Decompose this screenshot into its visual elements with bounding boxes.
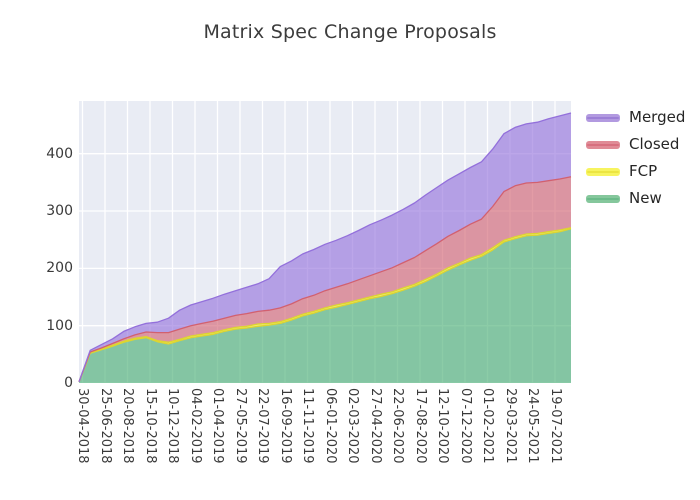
- y-tick-label: 0: [64, 375, 73, 391]
- legend-swatch-new: [586, 194, 620, 203]
- x-tick-label: 24-05-2021: [525, 388, 540, 464]
- x-tick-label: 16-09-2019: [277, 388, 293, 464]
- legend-label-merged: Merged: [629, 108, 686, 126]
- legend-item-new: New: [586, 185, 685, 212]
- x-tick-label: 17-08-2020: [412, 388, 428, 464]
- x-tick-label: 22-07-2019: [255, 388, 270, 464]
- x-tick-label: 06-01-2020: [322, 388, 338, 464]
- x-tick-label: 25-06-2018: [97, 388, 113, 464]
- legend-label-new: New: [629, 189, 662, 207]
- y-tick-label: 300: [46, 203, 73, 220]
- x-tick-label: 01-02-2021: [480, 388, 495, 464]
- x-tick-label: 29-03-2021: [502, 388, 518, 464]
- legend: Merged Closed FCP New: [586, 104, 685, 212]
- legend-item-merged: Merged: [586, 104, 685, 131]
- legend-item-fcp: FCP: [586, 158, 685, 185]
- x-tick-label: 02-03-2020: [345, 388, 360, 464]
- x-tick-label: 15-10-2018: [142, 388, 158, 464]
- x-tick-label: 12-10-2020: [435, 388, 450, 464]
- legend-swatch-fcp: [586, 167, 620, 176]
- x-tick-label: 22-06-2020: [390, 388, 405, 464]
- area-new: [79, 228, 571, 383]
- y-tick-label: 400: [46, 145, 73, 162]
- x-tick-label: 19-07-2021: [547, 388, 563, 464]
- edge-closed-top: [78, 176, 572, 383]
- x-tick-label: 01-04-2019: [210, 388, 225, 464]
- legend-swatch-closed: [586, 140, 620, 149]
- x-tick-label: 07-12-2020: [457, 388, 473, 464]
- legend-swatch-merged: [586, 113, 620, 122]
- x-tick-label: 20-08-2018: [120, 388, 135, 464]
- legend-item-closed: Closed: [586, 131, 685, 158]
- edge-fcp-top: [78, 227, 572, 383]
- area-closed: [79, 176, 571, 382]
- edge-fcp-bottom: [78, 228, 572, 383]
- y-tick-label: 100: [46, 317, 73, 334]
- x-tick-label: 30-04-2018: [75, 388, 90, 464]
- x-tick-label: 04-02-2019: [187, 388, 203, 464]
- x-tick-label: 27-05-2019: [232, 388, 248, 464]
- legend-label-fcp: FCP: [629, 162, 658, 180]
- x-tick-label: 10-12-2018: [165, 388, 180, 464]
- y-tick-label: 200: [46, 260, 73, 277]
- chart-title: Matrix Spec Change Proposals: [203, 21, 497, 43]
- x-tick-label: 11-11-2019: [300, 388, 315, 464]
- x-tick-label: 27-04-2020: [367, 388, 383, 464]
- edge-merged-top: [78, 112, 572, 383]
- legend-label-closed: Closed: [629, 135, 680, 153]
